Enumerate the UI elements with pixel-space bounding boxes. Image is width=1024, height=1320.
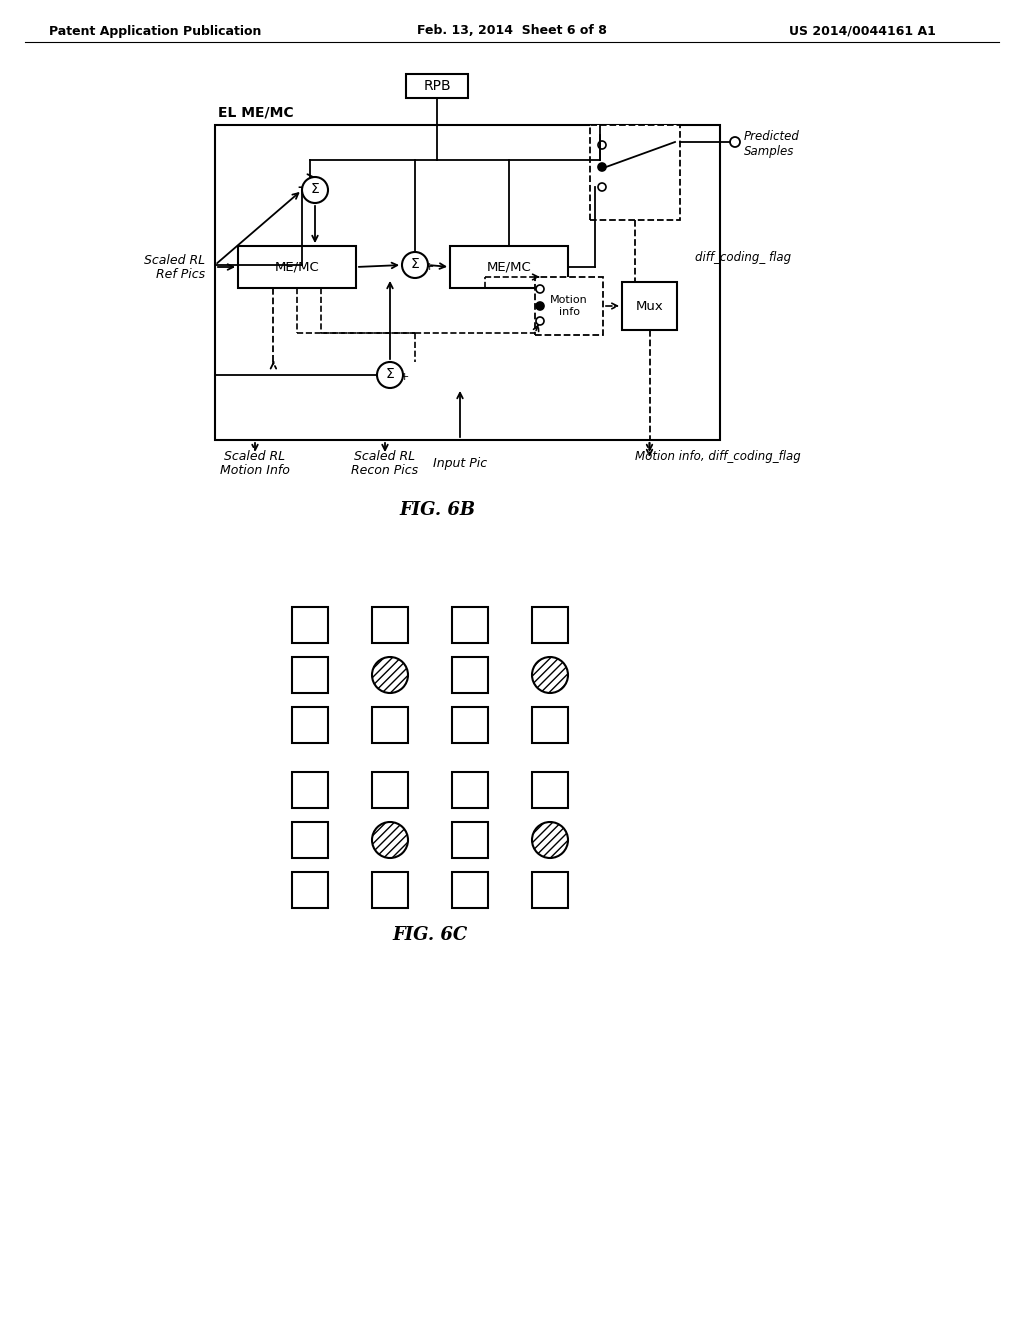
Text: +: + bbox=[409, 251, 418, 261]
Bar bbox=[292, 657, 328, 693]
Text: Input Pic: Input Pic bbox=[433, 457, 487, 470]
Text: +: + bbox=[424, 261, 434, 272]
Text: Scaled RL: Scaled RL bbox=[144, 253, 205, 267]
Text: FIG. 6C: FIG. 6C bbox=[392, 927, 468, 944]
Bar bbox=[535, 277, 603, 335]
Text: US 2014/0044161 A1: US 2014/0044161 A1 bbox=[788, 25, 936, 37]
Bar bbox=[372, 772, 408, 808]
Bar bbox=[292, 873, 328, 908]
Text: EL ME/MC: EL ME/MC bbox=[218, 106, 294, 120]
Circle shape bbox=[372, 657, 408, 693]
Text: Samples: Samples bbox=[744, 144, 795, 157]
Text: Motion info, diff_coding_flag: Motion info, diff_coding_flag bbox=[635, 450, 801, 463]
Circle shape bbox=[532, 657, 568, 693]
Bar bbox=[532, 873, 568, 908]
Bar bbox=[622, 282, 677, 330]
Text: Motion: Motion bbox=[550, 294, 588, 305]
Bar bbox=[532, 607, 568, 643]
Circle shape bbox=[302, 177, 328, 203]
Text: RPB: RPB bbox=[423, 79, 451, 92]
Bar bbox=[372, 607, 408, 643]
Text: Ref Pics: Ref Pics bbox=[156, 268, 205, 281]
Text: Motion Info: Motion Info bbox=[220, 465, 290, 477]
Text: FIG. 6B: FIG. 6B bbox=[399, 502, 475, 519]
Bar bbox=[452, 708, 488, 743]
Text: Patent Application Publication: Patent Application Publication bbox=[49, 25, 261, 37]
Bar bbox=[452, 607, 488, 643]
Bar bbox=[238, 246, 356, 288]
Bar bbox=[450, 246, 568, 288]
Text: ME/MC: ME/MC bbox=[486, 260, 531, 273]
Circle shape bbox=[402, 252, 428, 279]
Circle shape bbox=[532, 822, 568, 858]
Bar bbox=[372, 708, 408, 743]
Text: Scaled RL: Scaled RL bbox=[224, 450, 286, 463]
Text: diff_coding_ flag: diff_coding_ flag bbox=[695, 252, 792, 264]
Bar bbox=[292, 708, 328, 743]
Bar bbox=[452, 873, 488, 908]
Bar bbox=[452, 772, 488, 808]
Text: Predicted: Predicted bbox=[744, 131, 800, 144]
Bar bbox=[406, 74, 468, 98]
Text: -: - bbox=[297, 181, 302, 194]
Text: $\Sigma$: $\Sigma$ bbox=[385, 367, 395, 381]
Bar bbox=[372, 873, 408, 908]
Bar bbox=[590, 125, 680, 220]
Circle shape bbox=[377, 362, 403, 388]
Text: -: - bbox=[385, 378, 390, 391]
Text: Recon Pics: Recon Pics bbox=[351, 465, 419, 477]
Text: info: info bbox=[558, 308, 580, 317]
Bar bbox=[292, 772, 328, 808]
Text: +: + bbox=[312, 176, 322, 186]
Text: Feb. 13, 2014  Sheet 6 of 8: Feb. 13, 2014 Sheet 6 of 8 bbox=[417, 25, 607, 37]
Text: Scaled RL: Scaled RL bbox=[354, 450, 416, 463]
Bar bbox=[532, 708, 568, 743]
Bar bbox=[452, 657, 488, 693]
Bar bbox=[215, 125, 720, 440]
Text: $\Sigma$: $\Sigma$ bbox=[410, 257, 420, 271]
Text: $\Sigma$: $\Sigma$ bbox=[310, 182, 319, 195]
Text: +: + bbox=[399, 372, 409, 381]
Text: Mux: Mux bbox=[636, 300, 664, 313]
Circle shape bbox=[372, 822, 408, 858]
Text: ME/MC: ME/MC bbox=[274, 260, 319, 273]
Bar bbox=[292, 822, 328, 858]
Circle shape bbox=[598, 162, 606, 172]
Bar bbox=[292, 607, 328, 643]
Bar bbox=[532, 772, 568, 808]
Circle shape bbox=[536, 302, 544, 310]
Bar bbox=[452, 822, 488, 858]
